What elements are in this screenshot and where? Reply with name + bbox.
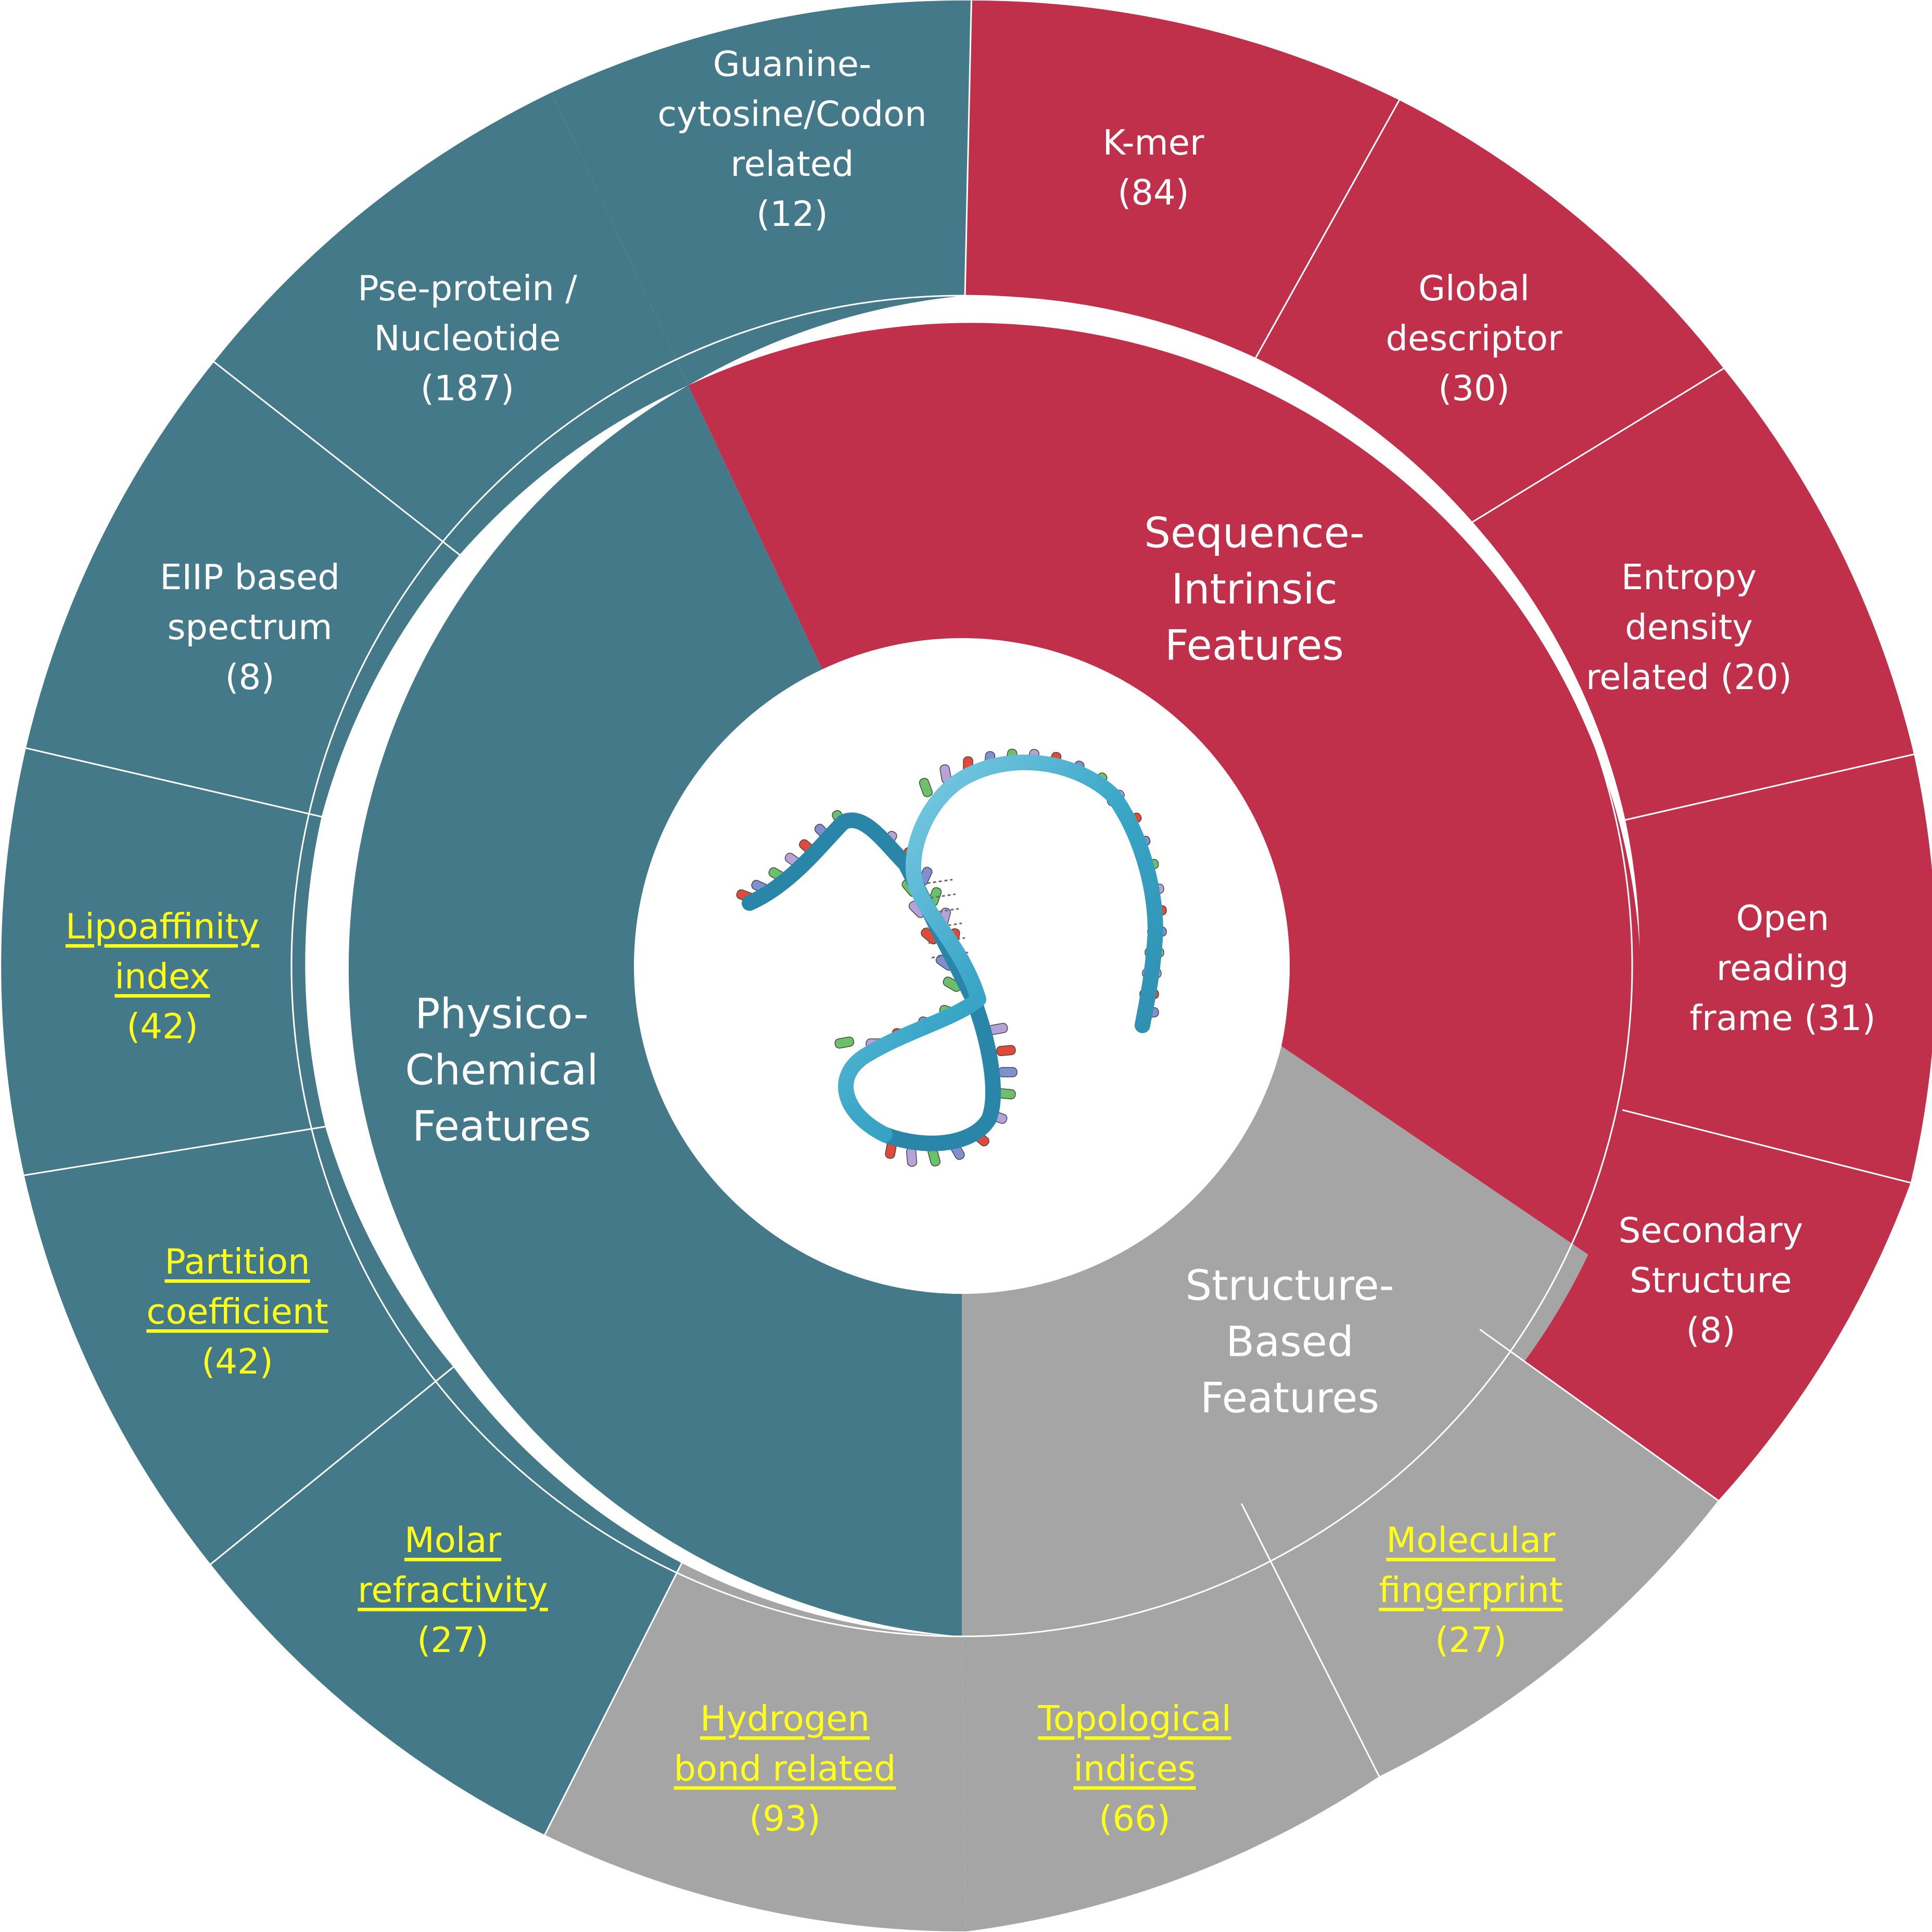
lipo-line-2: index [115,956,210,997]
secondary-line-3: (8) [1686,1310,1736,1351]
outer-separators [24,0,1914,1836]
partition-line-3: (42) [201,1341,273,1382]
sector-molar [24,1126,454,1565]
label-global: Global descriptor (30) [1386,268,1562,409]
sector-kmer [1255,100,1724,522]
label-kmer: K-mer (84) [1102,122,1204,213]
lipo-line-1: Lipoaffinity [66,906,259,947]
label-eiip: EIIP based spectrum (8) [160,557,340,697]
fingerprint-line-3: (27) [1435,1620,1507,1660]
secondary-line-1: Secondary [1619,1210,1803,1251]
global-line-2: descriptor [1386,318,1562,359]
kmer-line-1: K-mer [1102,122,1204,163]
label-hbond: Hydrogen bond related (93) [674,1698,896,1839]
sector-gc-codon [965,0,1400,358]
sector-partition [1,748,325,1176]
sequence-line-1: Sequence- [1144,509,1364,557]
label-entropy: Entropy density related (20) [1586,557,1792,697]
label-lipo: Lipoaffinity index (42) [66,906,259,1047]
partition-line-1: Partition [164,1241,310,1282]
label-gc-codon: Guanine-cytosine/Codon related (12) [657,44,926,234]
label-fingerprint: Molecular fingerprint (27) [1379,1520,1562,1660]
molar-line-3: (27) [417,1620,489,1660]
physico-line-1: Physico- [415,990,588,1038]
entropy-line-1: Entropy [1621,557,1757,598]
structure-line-3: Features [1200,1374,1379,1422]
sector-structure-based [962,1046,1588,1637]
sector-hbond [210,1367,682,1835]
pse-line-2: Nucleotide [374,318,561,359]
label-sequence: Sequence- Intrinsic Features [1144,509,1364,670]
label-molar: Molar refractivity (27) [358,1520,548,1660]
sector-lipo [26,362,460,817]
entropy-line-3: related (20) [1586,657,1792,697]
sector-entropy [1622,754,1932,1183]
rna-double-helix-icon [736,748,1167,1167]
physico-line-2: Chemical [405,1046,598,1095]
sequence-line-3: Features [1165,621,1344,670]
physico-line-3: Features [412,1102,591,1151]
kmer-line-2: (84) [1117,172,1189,213]
helix-base [996,1045,1016,1057]
entropy-line-2: density [1625,607,1753,647]
global-line-3: (30) [1438,368,1510,409]
gc-codon-line-3: related [731,144,854,184]
structure-line-1: Structure- [1185,1262,1394,1310]
sector-sequence-intrinsic [688,323,1642,1255]
label-physico: Physico- Chemical Features [405,990,598,1151]
helix-base [834,1036,855,1049]
label-orf: Open reading frame (31) [1689,898,1876,1038]
label-partition: Partition coefficient (42) [146,1241,328,1382]
sector-pse [551,0,972,386]
label-secondary: Secondary Structure (8) [1619,1210,1803,1351]
topological-line-1: Topological [1037,1698,1231,1739]
label-structure: Structure- Based Features [1185,1262,1394,1422]
helix-base [919,778,933,797]
sequence-line-2: Intrinsic [1171,565,1337,614]
fingerprint-line-1: Molecular [1386,1520,1556,1560]
orf-line-1: Open [1736,898,1829,938]
fingerprint-line-2: fingerprint [1379,1570,1562,1610]
helix-ribbon-front [838,754,1164,1142]
global-line-1: Global [1418,268,1530,309]
hbond-line-3: (93) [749,1798,821,1839]
partition-line-2: coefficient [146,1291,328,1332]
gc-codon-line-4: (12) [756,194,828,234]
label-layer: Sequence- Intrinsic Features Guanine-cytosi… [66,44,1876,1839]
secondary-line-2: Structure [1630,1260,1792,1301]
molar-line-2: refractivity [358,1570,548,1610]
pse-line-3: (187) [421,368,514,409]
label-pse: Pse-protein / Nucleotide (187) [358,268,577,409]
sector-topological [544,1563,966,1932]
lipo-line-3: (42) [126,1006,198,1047]
eiip-line-1: EIIP based [160,557,340,598]
helix-base [998,1067,1018,1077]
inner-outer-boundary [290,295,1633,1637]
structure-line-2: Based [1226,1318,1354,1366]
hbond-line-2: bond related [674,1748,896,1789]
sector-global [1472,368,1914,820]
gc-codon-line-1: Guanine- [713,44,871,84]
orf-line-3: frame (31) [1689,998,1876,1038]
eiip-line-3: (8) [225,657,275,697]
hbond-line-1: Hydrogen [700,1698,870,1739]
eiip-line-2: spectrum [167,607,332,647]
topological-line-3: (66) [1099,1798,1171,1839]
sector-eiip [214,92,689,555]
label-topological: Topological indices (66) [1037,1698,1231,1839]
gc-codon-line-2: cytosine/Codon [657,94,926,134]
topological-line-2: indices [1073,1748,1196,1789]
molar-line-1: Molar [404,1520,501,1560]
pse-line-1: Pse-protein / [358,268,577,309]
orf-line-2: reading [1717,948,1849,988]
